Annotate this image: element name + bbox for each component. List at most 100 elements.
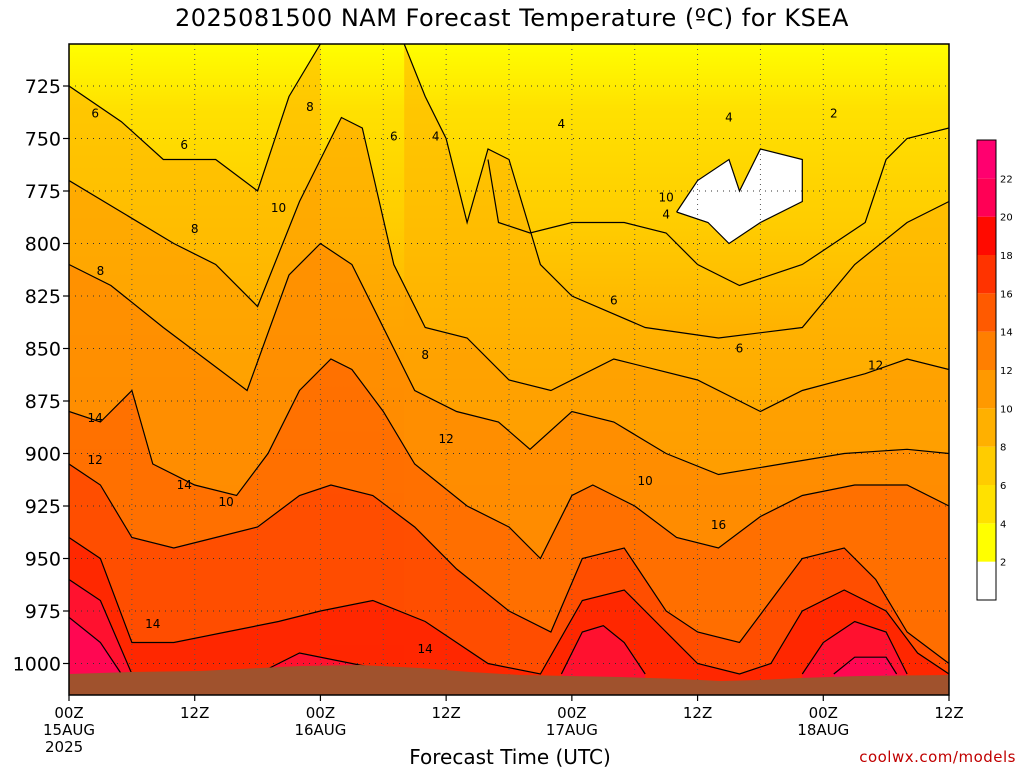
ytick-label-950: 950: [25, 549, 61, 571]
terrain-ground: [69, 665, 949, 695]
xtick-label-60-0: 12Z: [683, 704, 712, 722]
contour-label-10: 2: [830, 107, 838, 121]
xtick-label-0-0: 00Z: [54, 704, 83, 722]
ytick-label-900: 900: [25, 444, 61, 466]
colorbar-frame: [976, 139, 997, 601]
contour-label-24: 14: [145, 617, 160, 631]
colorbar-swatch-11: [977, 140, 996, 179]
contour-12-4: [69, 358, 949, 560]
ytick-label-750: 750: [25, 129, 61, 151]
ytick-label-800: 800: [25, 234, 61, 256]
contour-label-18: 12: [88, 453, 103, 467]
contour-label-12: 8: [97, 264, 105, 278]
colorbar-swatch-7: [977, 293, 996, 332]
colorbar-label-14: 14: [1000, 328, 1013, 339]
contour-label-14: 8: [421, 348, 429, 362]
colorbar-label-12: 12: [1000, 366, 1013, 377]
contour-2-14: [676, 148, 803, 245]
ytick-label-925: 925: [25, 496, 61, 518]
colorbar-swatch-10: [977, 178, 996, 217]
contour-label-22: 10: [638, 474, 653, 488]
contour-label-9: 4: [725, 111, 733, 125]
colorbar-label-10: 10: [1000, 404, 1013, 415]
fill-region-6: [69, 537, 949, 695]
colorbar-swatch-1: [977, 523, 996, 562]
cold-pocket-0: [676, 149, 803, 244]
colorbar-label-22: 22: [1000, 174, 1013, 185]
colorbar-swatch-2: [977, 485, 996, 524]
xtick-label-24-0: 00Z: [306, 704, 335, 722]
contour-label-15: 6: [736, 342, 744, 356]
y-axis: 725 750 775 800 825 850 875 900 925 950 975 1000: [13, 76, 69, 676]
x-axis-title: Forecast Time (UTC): [409, 745, 611, 769]
ytick-label-775: 775: [25, 181, 61, 203]
contour-4-13: [487, 127, 949, 287]
contour-labels: 6 6 6 8 8 10 4 4 4 4 2 10 8 6 8 6 12 14 12 14 10 12 10 16 14 14: [88, 100, 884, 656]
contour-label-8: 4: [558, 117, 566, 131]
xtick-label-72-1: 18AUG: [797, 721, 849, 739]
colorbar: 2 4 6 8 10 12 14 16 18 20 22: [976, 139, 1013, 601]
contour-label-19: 14: [177, 478, 192, 492]
contour-6-0: [69, 44, 321, 192]
xtick-label-84-0: 12Z: [934, 704, 963, 722]
contour-label-11: 10: [659, 191, 674, 205]
colorbar-label-8: 8: [1000, 443, 1006, 454]
colorbar-label-20: 20: [1000, 213, 1013, 224]
contour-label-25: 14: [418, 642, 433, 656]
contour-label-17: 14: [88, 411, 103, 425]
contour-20-12: [833, 656, 898, 675]
colorbar-label-16: 16: [1000, 289, 1013, 300]
plot-area: 6 6 6 8 8 10 4 4 4 4 2 10 8 6 8 6 12 14 12 14 10 12 10 16 14 14: [69, 44, 949, 695]
colorbar-swatch-3: [977, 446, 996, 485]
colorbar-swatch-0: [977, 561, 996, 600]
contour-label-2: 6: [390, 130, 398, 144]
ytick-label-1000: 1000: [13, 654, 61, 676]
colorbar-swatch-4: [977, 408, 996, 447]
contour-label-20: 10: [219, 495, 234, 509]
colorbar-label-18: 18: [1000, 251, 1013, 262]
colorbar-swatch-6: [977, 331, 996, 370]
xtick-label-48-1: 17AUG: [546, 721, 598, 739]
contour-label-4: 8: [191, 222, 199, 236]
contour-label-7: 4: [662, 207, 670, 221]
contour-label-6: 4: [432, 130, 440, 144]
contour-label-16: 12: [868, 359, 883, 373]
ytick-label-825: 825: [25, 286, 61, 308]
xtick-label-0-2: 2025: [45, 738, 83, 756]
credit-text: coolwx.com/models: [859, 748, 1016, 766]
ytick-label-975: 975: [25, 601, 61, 623]
contour-6-1: [403, 44, 949, 339]
xtick-label-12-0: 12Z: [180, 704, 209, 722]
colorbar-label-4: 4: [1000, 519, 1006, 530]
contour-8-2: [69, 116, 949, 413]
colorbar-label-6: 6: [1000, 481, 1006, 492]
contour-20-11: [69, 616, 122, 675]
contour-label-23: 16: [711, 518, 726, 532]
contour-label-21: 12: [439, 432, 454, 446]
xtick-label-72-0: 00Z: [809, 704, 838, 722]
contour-label-5: 10: [271, 201, 286, 215]
contour-label-13: 6: [610, 293, 618, 307]
ytick-label-875: 875: [25, 391, 61, 413]
contour-18-7: [69, 579, 133, 675]
ytick-label-850: 850: [25, 339, 61, 361]
xtick-label-48-0: 00Z: [557, 704, 586, 722]
contour-16-6: [69, 537, 949, 675]
contour-label-0: 6: [91, 107, 99, 121]
colorbar-swatch-9: [977, 216, 996, 255]
contour-14-5: [69, 463, 949, 664]
xtick-label-24-1: 16AUG: [294, 721, 346, 739]
contour-18-9: [560, 625, 646, 675]
xtick-label-36-0: 12Z: [431, 704, 460, 722]
contour-lines: [69, 44, 949, 675]
contour-18-10: [801, 620, 908, 675]
plot-frame: [68, 43, 950, 696]
colorbar-label-2: 2: [1000, 558, 1006, 569]
chart-title: 2025081500 NAM Forecast Temperature (ºC)…: [175, 4, 849, 32]
colorbar-swatch-5: [977, 370, 996, 409]
contour-label-3: 8: [306, 100, 314, 114]
ytick-label-725: 725: [25, 76, 61, 98]
contour-label-1: 6: [180, 138, 188, 152]
